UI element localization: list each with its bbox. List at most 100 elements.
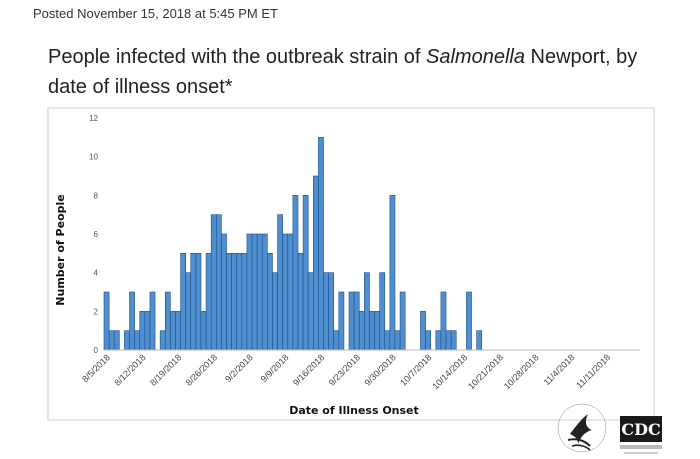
posted-date: Posted November 15, 2018 at 5:45 PM ET (33, 6, 278, 21)
x-tick-label: 10/28/2018 (502, 352, 541, 391)
y-tick-label: 0 (94, 346, 99, 355)
bar (277, 214, 283, 351)
y-tick-label: 10 (89, 153, 98, 162)
bar (302, 195, 309, 351)
bar (195, 253, 202, 351)
bar (205, 253, 212, 351)
title-part-italic: Salmonella (426, 46, 525, 68)
bar (246, 233, 253, 351)
bar (384, 330, 391, 351)
bar (328, 272, 335, 351)
bar (369, 311, 375, 351)
chart-title: People infected with the outbreak strain… (48, 42, 678, 102)
bar (353, 291, 360, 351)
x-tick-label: 11/11/2018 (574, 352, 612, 390)
bar (185, 272, 192, 351)
bar (180, 253, 186, 351)
title-part-1: People infected with the outbreak strain… (48, 46, 427, 68)
hhs-eagle-seal-icon (557, 403, 607, 453)
bar (440, 291, 447, 351)
x-tick-label: 10/21/2018 (466, 352, 505, 391)
bar (236, 253, 243, 351)
x-tick-label: 10/14/2018 (430, 352, 469, 391)
bar (221, 233, 227, 351)
bar (231, 253, 238, 351)
bar (149, 291, 156, 351)
x-tick-label: 11/4/2018 (542, 352, 577, 387)
y-tick-label: 12 (89, 114, 98, 123)
bar (175, 311, 181, 351)
x-tick-label: 8/19/2018 (148, 352, 183, 387)
bar (312, 175, 319, 351)
bar (108, 330, 115, 351)
bar (103, 291, 110, 351)
bar (144, 311, 151, 351)
bar (307, 272, 314, 351)
title-part-2: Newport, by date of illness onset* (48, 46, 638, 98)
bar (200, 311, 207, 351)
plot-frame (47, 107, 655, 421)
bar (435, 330, 442, 351)
bar (333, 330, 340, 351)
bar (170, 311, 176, 351)
bar (251, 233, 258, 351)
bar (292, 195, 299, 351)
bar (124, 330, 130, 351)
bar (261, 233, 268, 351)
x-tick-label: 9/30/2018 (362, 352, 397, 387)
bar (159, 330, 166, 351)
bar (450, 330, 457, 351)
x-tick-label: 10/7/2018 (398, 352, 433, 387)
y-tick-label: 2 (94, 307, 99, 316)
bar (399, 291, 406, 351)
bar (226, 253, 232, 351)
y-axis-title: Number of People (54, 194, 67, 305)
bar (420, 311, 426, 351)
bar (139, 311, 146, 351)
bar (164, 291, 171, 351)
x-axis-title: Date of Illness Onset (289, 404, 419, 417)
x-tick-label: 9/2/2018 (223, 352, 255, 384)
bar (466, 291, 472, 351)
x-tick-label: 8/12/2018 (112, 352, 147, 387)
bar (190, 253, 197, 351)
bar (476, 330, 483, 351)
bar (256, 233, 263, 351)
bar (425, 330, 432, 351)
bar (129, 291, 135, 351)
bar (338, 291, 345, 351)
bar (267, 253, 273, 351)
bar (318, 137, 324, 351)
cdc-logo-text: CDC (621, 420, 660, 439)
bar (364, 272, 370, 351)
bar (374, 311, 380, 351)
bar (287, 233, 294, 351)
bar (297, 253, 304, 351)
bar (210, 214, 217, 351)
y-tick-label: 8 (94, 191, 99, 200)
bar (113, 330, 120, 351)
y-tick-label: 4 (94, 269, 99, 278)
x-tick-label: 9/23/2018 (327, 352, 362, 387)
bar (241, 253, 248, 351)
x-axis: 8/5/2018 8/12/2018 8/19/2018 8/26/2018 9/2/2… (80, 352, 612, 391)
bar (134, 330, 141, 351)
bar (389, 195, 396, 351)
bar (394, 330, 401, 351)
y-axis: 0 2 4 6 8 10 12 (89, 114, 98, 355)
bar (216, 214, 222, 351)
bar (358, 311, 365, 351)
x-tick-label: 9/16/2018 (291, 352, 326, 387)
x-tick-label: 8/5/2018 (80, 352, 112, 384)
bar (379, 272, 386, 351)
bars (103, 137, 483, 351)
bar (445, 330, 452, 351)
bar (323, 272, 329, 351)
bar (272, 272, 278, 351)
cdc-logo-icon: CDC (620, 416, 662, 454)
x-tick-label: 8/26/2018 (184, 352, 219, 387)
y-tick-label: 6 (94, 230, 99, 239)
x-tick-label: 9/9/2018 (259, 352, 291, 384)
bar (348, 291, 355, 351)
